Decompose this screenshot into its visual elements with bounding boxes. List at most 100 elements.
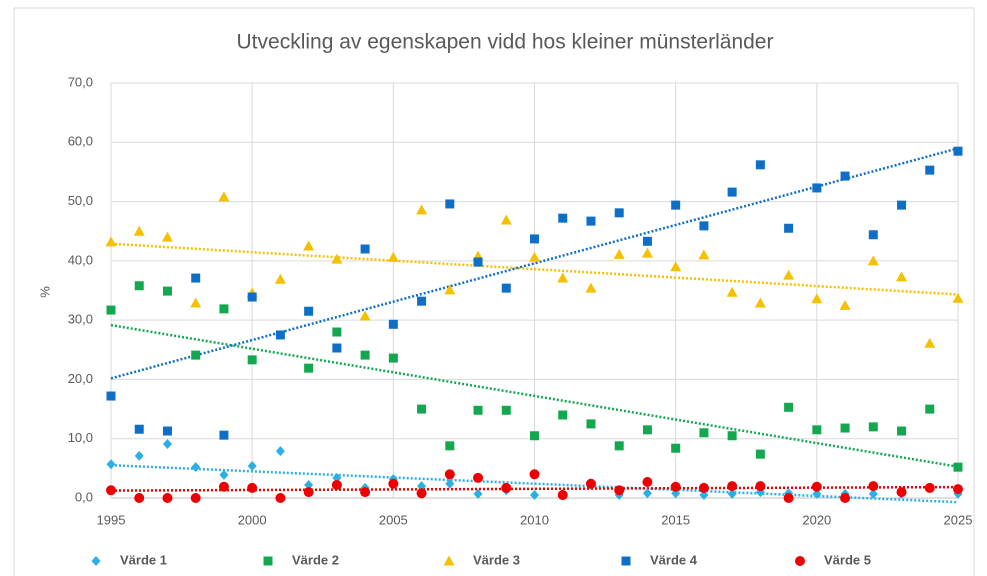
marker bbox=[613, 248, 625, 259]
marker bbox=[134, 281, 144, 291]
marker bbox=[699, 490, 709, 501]
y-tick-label: 0,0 bbox=[75, 489, 93, 504]
marker bbox=[218, 191, 230, 202]
marker bbox=[219, 430, 229, 440]
marker bbox=[190, 297, 202, 308]
y-tick-label: 50,0 bbox=[68, 193, 93, 208]
marker bbox=[417, 296, 427, 306]
marker bbox=[671, 443, 681, 453]
marker bbox=[473, 488, 483, 499]
marker bbox=[925, 165, 935, 175]
marker bbox=[868, 230, 878, 240]
marker bbox=[698, 249, 710, 260]
marker bbox=[614, 441, 624, 451]
series bbox=[106, 469, 963, 503]
marker bbox=[360, 244, 370, 254]
marker bbox=[106, 459, 116, 470]
marker bbox=[783, 493, 794, 503]
marker bbox=[896, 487, 907, 498]
chart-frame bbox=[13, 7, 975, 576]
x-tick-label: 2000 bbox=[238, 512, 267, 527]
marker bbox=[812, 488, 822, 499]
marker bbox=[614, 208, 624, 218]
marker bbox=[500, 214, 512, 225]
legend-label: Värde 1 bbox=[120, 552, 167, 567]
marker bbox=[811, 481, 822, 492]
marker bbox=[557, 272, 569, 283]
marker bbox=[727, 431, 737, 441]
trend-line bbox=[110, 463, 959, 504]
legend-label: Värde 2 bbox=[292, 552, 339, 567]
marker bbox=[727, 488, 737, 499]
x-tick-label: 2010 bbox=[520, 512, 549, 527]
marker bbox=[784, 223, 794, 233]
marker bbox=[867, 255, 879, 266]
marker bbox=[897, 200, 907, 210]
marker bbox=[755, 481, 766, 492]
marker bbox=[218, 481, 229, 492]
marker bbox=[530, 431, 539, 441]
legend-label: Värde 3 bbox=[473, 552, 520, 567]
marker bbox=[727, 187, 737, 197]
marker bbox=[275, 446, 285, 457]
marker bbox=[811, 293, 823, 304]
marker bbox=[219, 304, 229, 314]
marker bbox=[388, 319, 398, 329]
marker bbox=[275, 330, 285, 340]
marker bbox=[755, 160, 765, 170]
marker bbox=[388, 353, 398, 363]
marker bbox=[585, 478, 596, 489]
y-tick-label: 10,0 bbox=[68, 430, 93, 445]
marker bbox=[274, 273, 286, 284]
marker bbox=[162, 439, 172, 450]
marker bbox=[671, 200, 681, 210]
marker bbox=[162, 426, 172, 436]
marker bbox=[586, 419, 596, 429]
marker bbox=[924, 337, 936, 348]
marker bbox=[106, 391, 116, 401]
marker bbox=[105, 236, 117, 247]
marker bbox=[586, 216, 596, 226]
marker bbox=[134, 424, 144, 434]
marker bbox=[868, 422, 878, 432]
marker bbox=[332, 327, 342, 337]
marker bbox=[897, 426, 907, 436]
chart-title: Utveckling av egenskapen vidd hos kleine… bbox=[237, 31, 774, 54]
series bbox=[106, 281, 963, 472]
marker bbox=[953, 484, 963, 495]
marker bbox=[642, 488, 652, 499]
marker bbox=[191, 462, 201, 473]
marker bbox=[162, 286, 172, 296]
marker bbox=[162, 493, 173, 503]
legend-label: Värde 4 bbox=[650, 552, 698, 567]
marker bbox=[699, 221, 709, 231]
marker bbox=[530, 490, 539, 501]
series bbox=[106, 146, 963, 440]
marker bbox=[360, 350, 370, 360]
marker bbox=[614, 485, 625, 496]
marker bbox=[473, 405, 483, 415]
marker bbox=[501, 482, 512, 493]
marker bbox=[445, 199, 455, 209]
marker bbox=[417, 404, 427, 414]
marker bbox=[754, 297, 766, 308]
marker bbox=[275, 493, 286, 503]
y-tick-label: 20,0 bbox=[68, 371, 93, 386]
marker bbox=[783, 269, 795, 280]
marker bbox=[247, 355, 257, 365]
marker bbox=[134, 450, 144, 461]
marker bbox=[444, 469, 455, 480]
marker bbox=[670, 261, 682, 272]
marker bbox=[727, 481, 738, 492]
marker bbox=[190, 493, 201, 503]
marker bbox=[953, 462, 963, 472]
marker bbox=[388, 478, 399, 489]
marker bbox=[953, 146, 963, 156]
marker bbox=[445, 441, 455, 451]
marker bbox=[501, 405, 511, 415]
marker bbox=[840, 493, 851, 503]
marker bbox=[360, 487, 371, 498]
marker bbox=[530, 234, 539, 244]
trend-line bbox=[110, 242, 959, 296]
